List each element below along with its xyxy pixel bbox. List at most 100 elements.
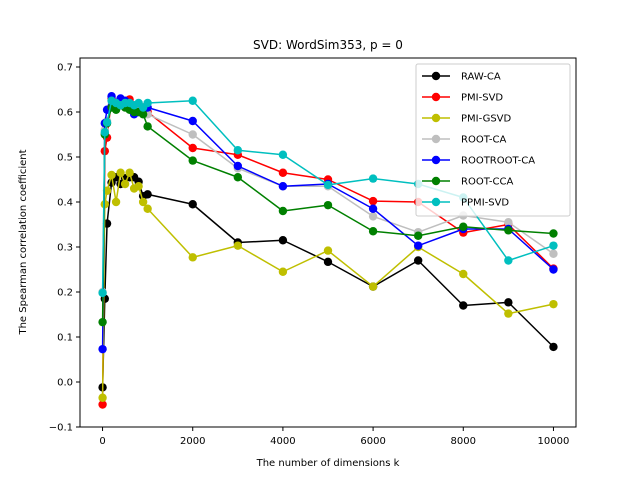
data-point — [504, 218, 513, 227]
data-point — [278, 182, 288, 191]
x-axis-ticks: 0 2000 4000 6000 8000 10000 — [99, 427, 569, 447]
data-point — [98, 400, 107, 409]
data-point — [549, 299, 558, 309]
y-tick-label: 0.3 — [57, 243, 73, 254]
data-point — [107, 170, 116, 180]
axes-frame — [79, 57, 577, 428]
x-tick-label: 4000 — [270, 436, 295, 447]
chart-title: SVD: WordSim353, p = 0 — [253, 38, 403, 52]
data-point — [138, 197, 148, 207]
data-point — [143, 204, 152, 213]
legend-marker — [431, 155, 441, 165]
legend-entry: RAW-CA — [422, 72, 501, 83]
data-point — [368, 227, 378, 236]
x-tick-label: 6000 — [360, 436, 385, 447]
legend-marker — [431, 113, 441, 123]
data-point — [233, 173, 243, 182]
x-tick-label: 10000 — [538, 436, 570, 447]
legend-entry: ROOTROOT-CA — [422, 156, 535, 167]
data-point — [549, 249, 558, 258]
y-axis-ticks: −0.1 0.0 0.1 0.2 0.3 0.4 0.5 0.6 0.7 — [49, 63, 80, 434]
legend-marker — [431, 92, 441, 102]
data-point — [188, 130, 197, 139]
legend-entry: PPMI-SVD — [422, 198, 509, 209]
y-tick-label: 0.5 — [57, 153, 73, 164]
data-point — [368, 212, 378, 221]
data-point — [368, 196, 378, 206]
y-tick-label: 0.0 — [57, 378, 73, 389]
data-point — [98, 317, 107, 327]
data-point — [549, 265, 558, 274]
legend-entry: ROOT-CA — [422, 135, 506, 146]
data-point — [233, 241, 243, 250]
data-point — [278, 267, 288, 276]
data-point — [323, 200, 333, 210]
data-point — [323, 257, 333, 267]
data-point — [98, 344, 107, 354]
legend-marker — [431, 134, 441, 144]
data-point — [188, 143, 197, 153]
legend-label: PPMI-SVD — [461, 198, 509, 209]
data-point — [278, 150, 288, 159]
data-point — [549, 229, 558, 238]
data-point — [125, 168, 134, 177]
legend-label: PMI-SVD — [461, 93, 503, 104]
legend-marker — [431, 71, 441, 81]
data-point — [459, 301, 468, 310]
data-point — [368, 204, 378, 213]
data-point — [459, 269, 468, 279]
data-point — [323, 180, 333, 190]
data-point — [413, 241, 423, 250]
data-point — [278, 236, 288, 245]
legend-label: ROOTROOT-CA — [461, 156, 535, 167]
legend-entry: ROOT-CCA — [422, 177, 513, 188]
y-tick-label: 0.7 — [57, 63, 73, 74]
data-point — [120, 179, 130, 189]
data-point — [504, 256, 513, 265]
data-point — [188, 156, 197, 165]
y-tick-label: 0.6 — [57, 108, 73, 119]
legend-marker — [431, 176, 441, 186]
y-tick-label: 0.2 — [57, 288, 73, 299]
data-point — [111, 197, 121, 207]
data-point — [504, 309, 513, 318]
y-axis-label: The Spearman correlation coefficient — [18, 149, 29, 335]
legend-label: PMI-GSVD — [461, 114, 512, 125]
x-tick-label: 0 — [99, 436, 105, 447]
data-point — [188, 253, 197, 262]
data-point — [504, 298, 513, 307]
data-point — [549, 241, 558, 250]
data-point — [98, 393, 107, 402]
data-point — [102, 118, 112, 127]
data-point — [233, 161, 243, 171]
data-point — [413, 231, 423, 240]
data-point — [278, 168, 288, 177]
data-point — [100, 128, 110, 137]
legend-label: RAW-CA — [461, 72, 501, 83]
legend-entry: PMI-SVD — [422, 93, 503, 104]
data-point — [138, 110, 148, 119]
data-point — [134, 182, 143, 191]
y-tick-label: −0.1 — [49, 423, 73, 434]
data-point — [100, 200, 110, 209]
y-tick-label: 0.4 — [57, 198, 73, 209]
data-point — [278, 206, 288, 216]
data-point — [188, 200, 197, 209]
data-point — [368, 174, 378, 183]
data-point — [549, 342, 558, 352]
data-point — [233, 146, 243, 155]
legend-label: ROOT-CA — [461, 135, 506, 146]
data-point — [143, 190, 152, 199]
data-point — [98, 288, 107, 298]
data-point — [143, 98, 152, 108]
legend-box — [415, 63, 571, 217]
data-point — [504, 226, 513, 235]
data-point — [102, 186, 112, 195]
data-point — [143, 122, 152, 131]
x-axis-label: The number of dimensions k — [256, 458, 400, 469]
x-tick-label: 2000 — [180, 436, 205, 447]
data-point — [323, 246, 333, 255]
y-tick-label: 0.1 — [57, 333, 73, 344]
